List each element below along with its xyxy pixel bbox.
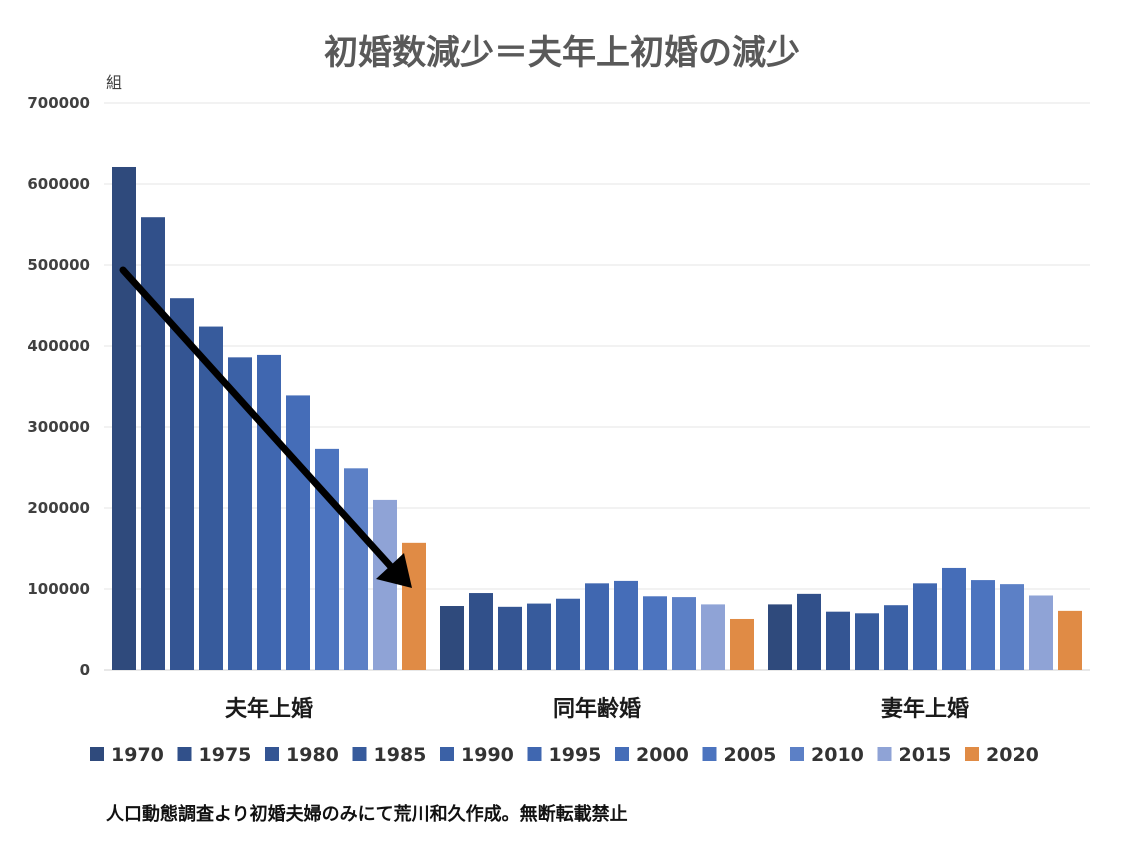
legend-item-1980: 1980 <box>265 744 339 766</box>
source-note: 人口動態調査より初婚夫婦のみにて荒川和久作成。無断転載禁止 <box>106 803 628 825</box>
bar-1980-0 <box>170 298 194 670</box>
legend-label: 1995 <box>549 744 602 766</box>
legend-item-1995: 1995 <box>527 744 602 766</box>
bar-2000-1 <box>614 580 638 670</box>
bar-1975-0 <box>141 217 165 670</box>
bar-2000-2 <box>942 567 966 670</box>
legend-swatch <box>177 747 192 761</box>
y-axis-unit: 組 <box>106 73 122 92</box>
legend-swatch <box>702 747 717 761</box>
legend-swatch <box>877 747 892 761</box>
y-tick-label: 0 <box>80 661 90 679</box>
trend-arrow <box>119 266 412 588</box>
bar-1975-2 <box>797 593 821 670</box>
bar-1990-2 <box>884 605 908 670</box>
bar-1980-1 <box>498 606 522 670</box>
legend-item-1985: 1985 <box>352 744 427 766</box>
bar-2010-1 <box>672 597 696 670</box>
legend-label: 1990 <box>461 744 514 766</box>
legend-item-2010: 2010 <box>790 744 864 766</box>
legend-label: 2020 <box>986 744 1039 766</box>
category-label: 妻年上婚 <box>881 696 969 722</box>
bar-2010-2 <box>1000 584 1024 670</box>
legend-item-2005: 2005 <box>702 744 777 766</box>
bar-1995-2 <box>913 583 937 670</box>
bar-1990-1 <box>556 598 580 670</box>
bar-1985-0 <box>199 326 223 670</box>
legend-item-1970: 1970 <box>90 744 164 766</box>
trend-arrow-head <box>376 553 412 588</box>
bar-1970-2 <box>768 604 792 670</box>
bar-1995-0 <box>257 354 281 670</box>
legend-item-2000: 2000 <box>615 744 689 766</box>
trend-arrow-shaft <box>119 266 397 573</box>
legend-swatch <box>440 747 454 761</box>
legend-label: 2000 <box>636 744 689 766</box>
bar-2020-1 <box>730 618 754 670</box>
bar-1995-1 <box>585 583 609 670</box>
chart-title: 初婚数減少＝夫年上初婚の減少 <box>324 33 800 73</box>
category-labels: 夫年上婚 同年齢婚 妻年上婚 <box>225 696 969 722</box>
y-tick-label: 500000 <box>27 256 90 274</box>
y-tick-label: 700000 <box>27 94 90 112</box>
bar-2005-2 <box>971 580 995 670</box>
legend-swatch <box>790 747 804 761</box>
y-tick-label: 400000 <box>27 337 90 355</box>
bar-2005-1 <box>643 596 667 670</box>
legend-swatch <box>527 747 542 761</box>
legend-item-2015: 2015 <box>877 744 952 766</box>
category-label: 同年齢婚 <box>553 696 641 722</box>
bar-2015-1 <box>701 604 725 670</box>
bar-1985-1 <box>527 603 551 670</box>
y-tick-label: 200000 <box>27 499 90 517</box>
bar-2015-0 <box>373 499 397 670</box>
bar-1985-2 <box>855 613 879 670</box>
legend-item-1990: 1990 <box>440 744 514 766</box>
legend-label: 1980 <box>286 744 339 766</box>
legend-swatch <box>615 747 629 761</box>
bar-1970-1 <box>440 606 464 670</box>
legend-label: 2005 <box>724 744 777 766</box>
legend-swatch <box>90 747 104 761</box>
y-tick-label: 600000 <box>27 175 90 193</box>
bar-2010-0 <box>344 468 368 670</box>
legend-swatch <box>352 747 367 761</box>
legend-label: 1970 <box>111 744 164 766</box>
legend-swatch <box>265 747 279 761</box>
bar-1975-1 <box>469 593 493 670</box>
category-label: 夫年上婚 <box>225 696 313 722</box>
bar-2020-2 <box>1058 610 1082 670</box>
legend-item-2020: 2020 <box>965 744 1039 766</box>
bar-1970-0 <box>112 166 136 671</box>
legend: 1970 1975 1980 1985 1990 1995 2000 2005 2010 2015… <box>90 744 1039 766</box>
legend-label: 1975 <box>199 744 252 766</box>
legend-label: 2015 <box>899 744 952 766</box>
bar-2015-2 <box>1029 595 1053 670</box>
legend-label: 2010 <box>811 744 864 766</box>
y-tick-label: 100000 <box>27 580 90 598</box>
y-axis-ticks: 0 100000 200000 300000 400000 500000 600000 700… <box>27 94 90 679</box>
legend-swatch <box>965 747 979 761</box>
legend-item-1975: 1975 <box>177 744 252 766</box>
bar-1980-2 <box>826 611 850 670</box>
bar-2000-0 <box>286 395 310 670</box>
legend-label: 1985 <box>374 744 427 766</box>
y-tick-label: 300000 <box>27 418 90 436</box>
